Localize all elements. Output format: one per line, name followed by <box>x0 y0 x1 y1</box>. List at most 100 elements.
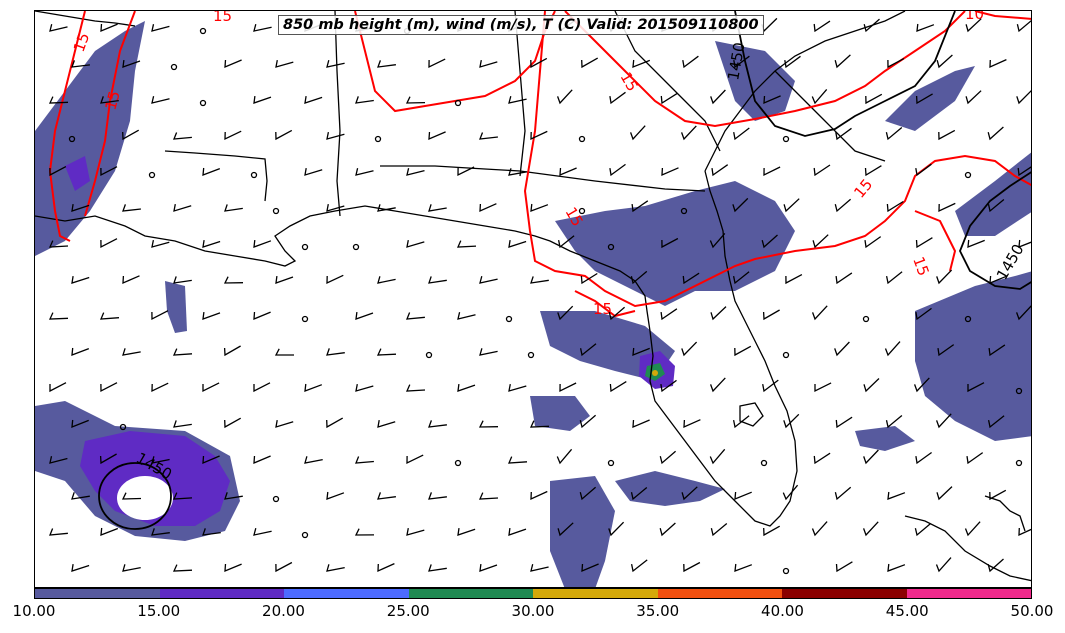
temp-contour-15-fl <box>574 290 636 318</box>
calm-wind-marker <box>374 135 382 143</box>
wind-barb <box>763 95 781 105</box>
calm-wind-marker <box>301 315 309 323</box>
wind-barb <box>732 415 750 429</box>
wind-barb <box>835 416 853 429</box>
wind-barb <box>915 163 932 177</box>
wind-barb <box>1017 166 1031 177</box>
wind-barb <box>813 20 831 33</box>
wind-barb <box>680 125 697 141</box>
wind-barb <box>811 88 828 105</box>
wind-barb <box>224 417 242 429</box>
wind-barb <box>456 240 477 248</box>
wind-barb <box>406 454 424 465</box>
wind-barb <box>660 92 678 105</box>
wind-barb <box>936 486 953 501</box>
temp-contour-15-ne <box>564 11 966 128</box>
wind-barb <box>630 559 648 573</box>
wind-barb <box>479 564 498 572</box>
wind-barb <box>377 204 396 212</box>
wind-barb <box>1016 90 1031 105</box>
wind-barb <box>100 166 118 177</box>
wind-barb <box>202 528 221 536</box>
wind-barb <box>508 239 527 248</box>
cuba-coast <box>904 515 1031 582</box>
wind-barb <box>202 382 220 393</box>
wind-barb <box>762 309 780 321</box>
wind-barb <box>479 348 498 356</box>
wind-barb <box>48 312 69 320</box>
wind-barb <box>100 23 118 33</box>
colorbar-tick-label: 35.00 <box>636 602 680 620</box>
wind-barb <box>913 377 930 393</box>
calm-wind-marker <box>760 459 768 467</box>
wind-barb <box>835 127 852 141</box>
colorbar <box>34 588 1032 599</box>
wind-barb <box>223 276 244 284</box>
wind-barb <box>885 414 903 429</box>
wind-barb <box>965 18 982 33</box>
calm-wind-marker <box>272 495 280 503</box>
height-contour-low <box>98 462 172 530</box>
colorbar-tick-label: 50.00 <box>1010 602 1054 620</box>
calm-wind-marker <box>607 459 615 467</box>
wind-barb <box>967 239 985 248</box>
calm-wind-marker <box>425 351 433 359</box>
wind-barb <box>609 163 626 177</box>
wind-barb <box>275 129 293 141</box>
colorbar-tick-label: 45.00 <box>885 602 929 620</box>
calm-wind-marker <box>454 99 462 107</box>
wind-barb <box>710 523 728 537</box>
colorbar-tick-label: 10.00 <box>12 602 56 620</box>
wind-barb <box>49 166 67 177</box>
wind-barb <box>835 272 853 285</box>
wind-barb <box>100 96 119 104</box>
calm-wind-marker <box>148 171 156 179</box>
wind-barb <box>172 564 193 572</box>
temp-contour-15-texas <box>84 11 136 217</box>
wind-barb <box>478 420 499 428</box>
wind-barb <box>224 204 243 212</box>
wind-barb <box>304 95 323 104</box>
wind-barb <box>377 60 396 68</box>
wind-barb <box>224 130 242 141</box>
wind-barb <box>304 456 323 464</box>
wind-barb <box>659 450 677 465</box>
wind-barb <box>709 448 726 465</box>
wind-barb <box>579 486 597 501</box>
wind-barb <box>224 563 242 573</box>
wind-barb <box>608 521 625 537</box>
wind-barb <box>964 521 981 537</box>
wind-barb <box>405 384 426 392</box>
wind-barb <box>864 165 882 177</box>
wind-barb <box>661 237 679 249</box>
wind-barb <box>763 525 781 537</box>
wind-barb <box>1018 527 1031 537</box>
wind-barb <box>428 564 447 572</box>
wind-barb <box>508 383 527 392</box>
calm-wind-marker <box>964 315 972 323</box>
calm-wind-marker <box>301 531 309 539</box>
wind-barb <box>457 384 476 392</box>
wind-barb <box>326 417 344 429</box>
temp-label: 15 <box>70 30 93 54</box>
wind-barb <box>48 240 69 248</box>
wind-barb <box>987 126 1004 141</box>
wind-barb <box>326 564 345 572</box>
wind-barb <box>557 235 575 249</box>
height-contour-1450-north <box>734 11 956 137</box>
wind-barb <box>915 307 932 321</box>
wind-barb <box>887 58 905 69</box>
calm-wind-marker <box>119 423 127 431</box>
wind-barb <box>936 54 953 69</box>
wind-barb <box>406 527 425 536</box>
wind-barb <box>355 312 374 320</box>
wind-barb <box>48 96 69 104</box>
state-border-nc-sc <box>774 70 886 162</box>
calm-wind-marker <box>352 243 360 251</box>
wind-barb <box>609 381 627 393</box>
wind-barb <box>478 492 499 500</box>
wind-barb <box>530 564 549 572</box>
wind-barb <box>813 452 831 465</box>
wind-barb <box>122 275 140 285</box>
colorbar-segment <box>533 589 658 598</box>
